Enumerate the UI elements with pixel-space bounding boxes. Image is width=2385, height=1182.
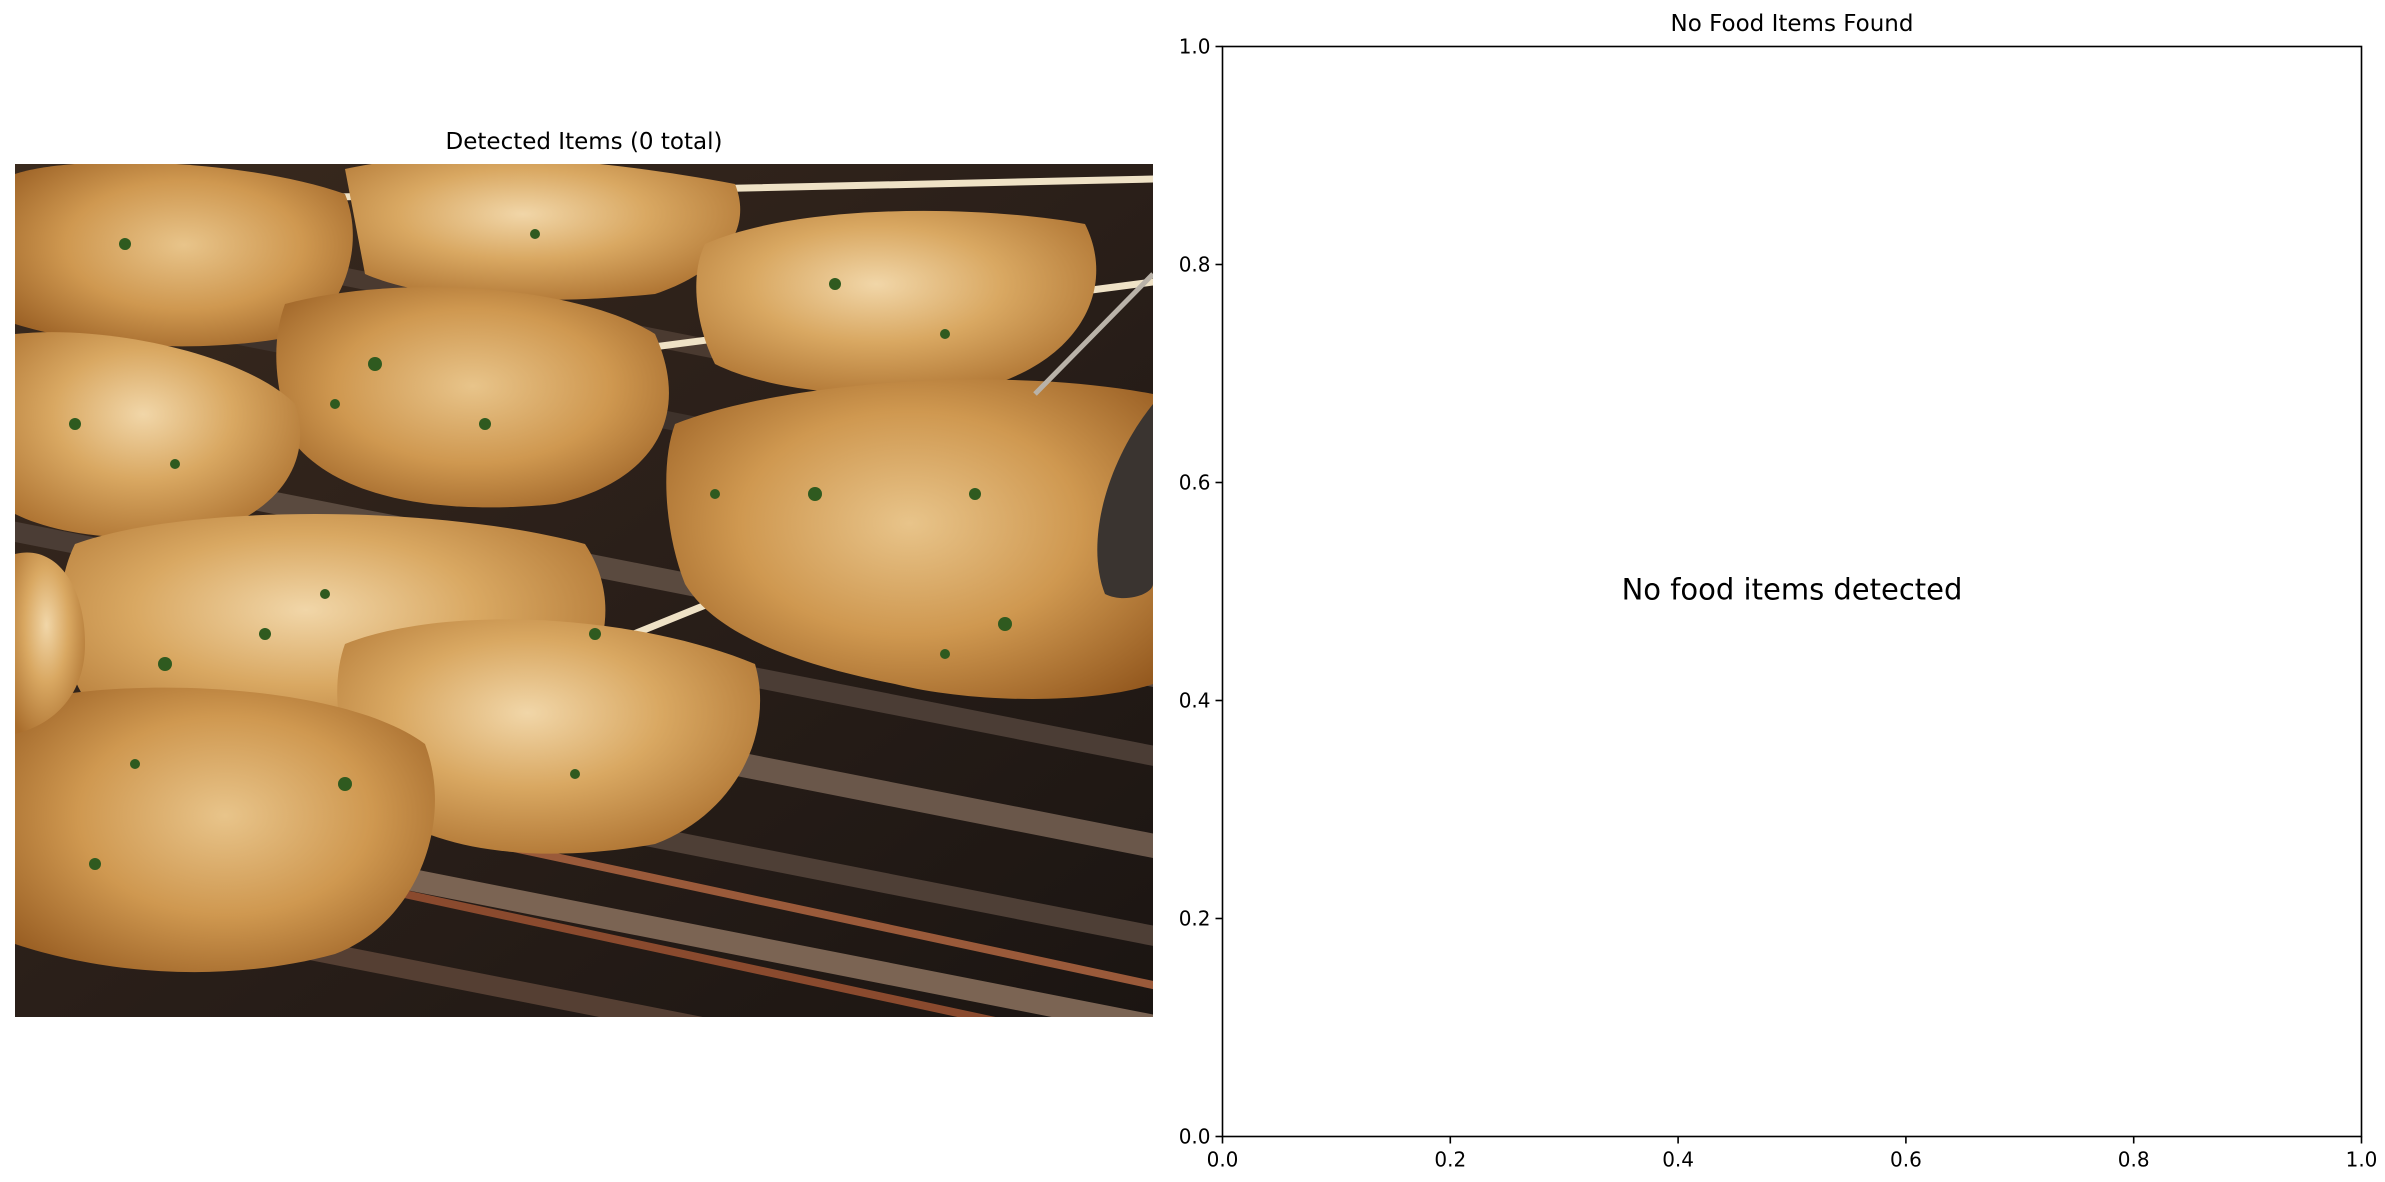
left-panel-title: Detected Items (0 total): [445, 129, 723, 155]
y-tick-label: 0.2: [1179, 907, 1211, 931]
grilled-chicken-skewers-image: [15, 164, 1153, 1017]
x-tick-label: 0.2: [1434, 1148, 1466, 1172]
no-detections-message: No food items detected: [1621, 572, 1963, 607]
x-tick-label: 0.0: [1207, 1148, 1239, 1172]
y-tick-label: 0.6: [1179, 471, 1211, 495]
x-tick-label: 0.8: [2118, 1148, 2150, 1172]
x-tick-label: 0.4: [1662, 1148, 1694, 1172]
y-tick-label: 0.4: [1179, 689, 1211, 713]
right-panel-title: No Food Items Found: [1670, 11, 1914, 37]
y-tick-label: 1.0: [1179, 35, 1211, 59]
x-axis-ticks: 0.0 0.2 0.4 0.6 0.8 1.0: [1207, 1136, 2378, 1172]
x-tick-label: 0.6: [1890, 1148, 1922, 1172]
y-axis-ticks: 0.0 0.2 0.4 0.6 0.8 1.0: [1179, 35, 1223, 1149]
x-tick-label: 1.0: [2346, 1148, 2378, 1172]
axes-frame: [1221, 45, 2363, 1138]
y-tick-label: 0.0: [1179, 1125, 1211, 1149]
y-tick-label: 0.8: [1179, 253, 1211, 277]
